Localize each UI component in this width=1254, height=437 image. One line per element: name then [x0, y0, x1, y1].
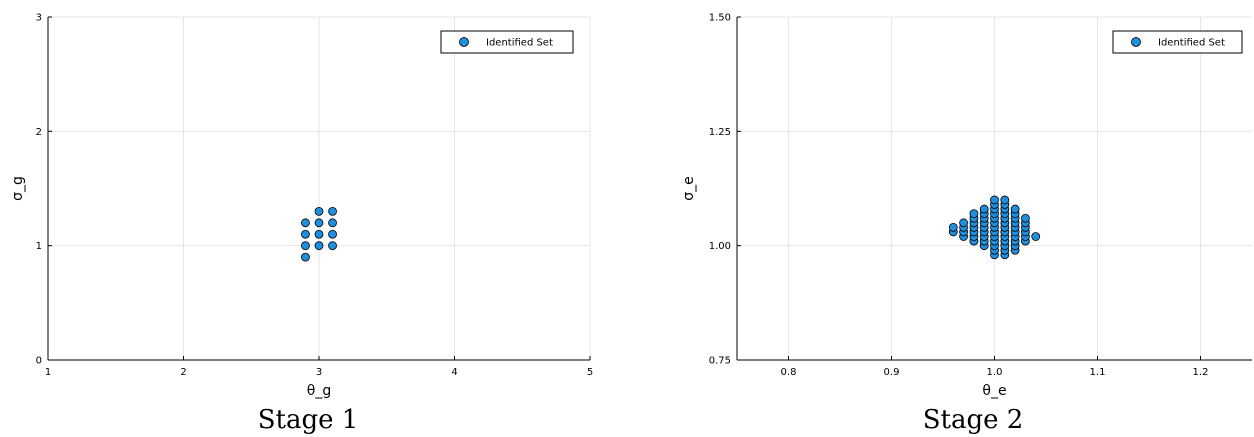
x-tick-label: 1.0 — [987, 367, 1003, 378]
y-tick-label: 1.25 — [709, 127, 731, 138]
data-point — [1010, 204, 1020, 214]
x-axis-label: θ_e — [982, 383, 1006, 399]
legend-marker — [459, 37, 469, 47]
data-point — [301, 241, 310, 251]
data-point — [1000, 195, 1010, 205]
data-point — [328, 218, 337, 228]
x-tick-label: 3 — [316, 367, 322, 378]
y-tick-label: 2 — [36, 127, 42, 138]
x-tick-label: 4 — [451, 367, 457, 378]
panel-caption: Stage 2 — [923, 405, 1024, 435]
legend-label: Identified Set — [1158, 38, 1225, 49]
x-tick-label: 1 — [45, 367, 51, 378]
data-point — [969, 209, 979, 219]
data-point — [328, 229, 337, 239]
x-axis-label: θ_g — [307, 383, 331, 399]
data-point — [959, 218, 968, 228]
y-tick-label: 1.00 — [709, 241, 731, 252]
x-tick-label: 0.9 — [884, 367, 900, 378]
legend-label: Identified Set — [486, 38, 553, 49]
data-point — [301, 218, 310, 228]
y-tick-label: 1 — [36, 241, 42, 252]
legend-marker — [1131, 37, 1141, 47]
data-point — [328, 241, 337, 251]
data-point — [314, 229, 324, 239]
y-tick-label: 0 — [36, 356, 42, 367]
data-point — [314, 206, 324, 216]
y-axis-label: σ_e — [681, 176, 697, 201]
legend-box — [440, 30, 574, 54]
data-point — [301, 229, 310, 239]
x-tick-label: 5 — [587, 367, 593, 378]
data-point — [990, 195, 999, 205]
data-point — [948, 222, 958, 232]
x-tick-label: 1.2 — [1193, 367, 1209, 378]
data-point — [328, 206, 337, 216]
panel-caption: Stage 1 — [258, 405, 359, 435]
data-point — [314, 241, 324, 251]
data-point — [1031, 232, 1041, 241]
data-point — [1021, 213, 1030, 223]
y-tick-label: 1.50 — [709, 13, 731, 24]
y-axis-label: σ_g — [10, 176, 26, 201]
y-tick-label: 0.75 — [709, 356, 731, 367]
x-tick-label: 1.1 — [1090, 367, 1106, 378]
y-tick-label: 3 — [36, 13, 42, 24]
chart-panel-2: 0.8 0.9 1.0 1.1 1.2 0.75 1.00 1.25 1.50 θ_e σ_e Ide… — [681, 13, 1252, 435]
x-tick-label: 0.8 — [781, 367, 797, 378]
data-point — [314, 218, 324, 228]
data-point — [301, 252, 310, 262]
x-tick-label: 2 — [180, 367, 186, 378]
data-point — [979, 204, 989, 214]
legend-box — [1112, 30, 1243, 54]
